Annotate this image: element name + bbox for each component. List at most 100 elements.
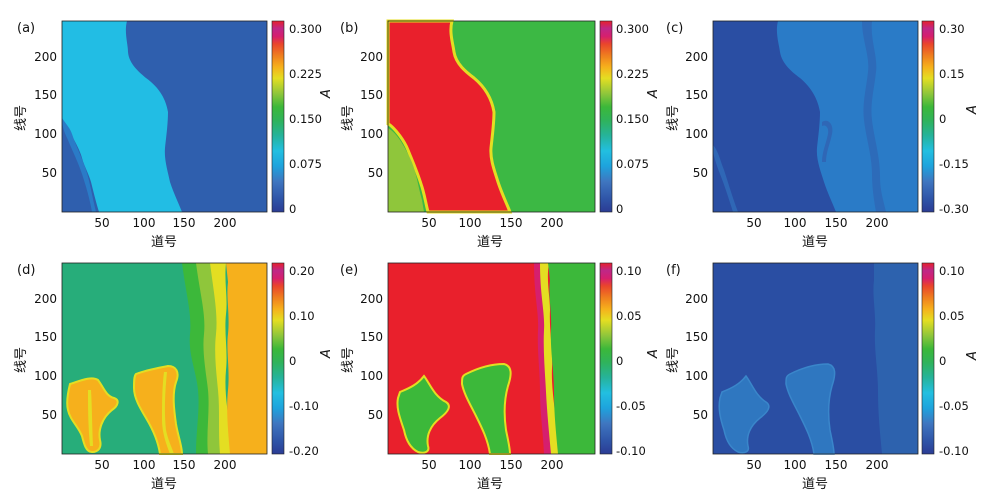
- colorbar-tick-label: -0.20: [289, 444, 319, 458]
- y-tick-label: 200: [360, 292, 383, 306]
- panel-b-label: (b): [340, 21, 358, 36]
- colorbar-tick-label: 0: [939, 354, 946, 368]
- colorbar-tick-label: 0: [289, 202, 296, 216]
- y-tick-label: 200: [685, 292, 708, 306]
- y-tick-label: 200: [685, 50, 708, 64]
- colorbar-tick-label: -0.05: [939, 399, 969, 413]
- panel-b-plot: [386, 19, 596, 214]
- colorbar-tick-label: 0.225: [289, 67, 322, 81]
- y-tick-label: 150: [34, 330, 57, 344]
- panel-a-axes: 50 100 150 200 50 100 150 200 道号 线号: [14, 50, 236, 250]
- panel-f-colorbar: 0.10 0.05 0 -0.05 -0.10 A: [921, 262, 980, 458]
- panel-d-plot: [61, 262, 268, 455]
- colorbar-label: A: [319, 89, 334, 99]
- x-tick-label: 150: [173, 216, 196, 230]
- colorbar-tick-label: 0.150: [289, 112, 322, 126]
- panel-d-axes: 50 100 150 200 50 100 150 200 道号 线号: [14, 292, 236, 492]
- panel-d-blob-right: [132, 364, 184, 455]
- x-tick-label: 100: [784, 216, 807, 230]
- y-tick-label: 50: [368, 166, 383, 180]
- panel-a-label: (a): [17, 21, 35, 36]
- x-tick-label: 150: [500, 216, 523, 230]
- y-tick-label: 50: [368, 408, 383, 422]
- y-tick-label: 200: [34, 50, 57, 64]
- panel-f-right-band: [873, 263, 918, 454]
- colorbar-tick-label: 0.150: [616, 112, 649, 126]
- panel-e-green-band: [548, 263, 595, 454]
- y-tick-label: 100: [685, 369, 708, 383]
- y-tick-label: 150: [360, 88, 383, 102]
- colorbar-label: A: [965, 105, 980, 115]
- panel-d: (d) 50 100 150 200 50 100 150 200 道号 线号: [14, 262, 334, 492]
- x-tick-label: 150: [825, 216, 848, 230]
- colorbar-tick-label: -0.15: [939, 157, 969, 171]
- x-tick-label: 100: [459, 458, 482, 472]
- y-axis-label: 线号: [341, 105, 356, 131]
- y-tick-label: 150: [34, 88, 57, 102]
- x-tick-label: 200: [866, 458, 889, 472]
- x-axis-label: 道号: [151, 235, 177, 250]
- panel-e-plot: [387, 262, 596, 455]
- colorbar-tick-label: -0.30: [939, 202, 969, 216]
- panel-f-blob-right: [785, 363, 836, 455]
- y-tick-label: 150: [360, 330, 383, 344]
- colorbar-tick-label: 0: [616, 354, 623, 368]
- colorbar-tick-label: -0.05: [616, 399, 646, 413]
- y-tick-label: 200: [360, 50, 383, 64]
- panel-f-blob-left: [718, 374, 770, 454]
- x-tick-label: 100: [459, 216, 482, 230]
- x-tick-label: 50: [421, 458, 436, 472]
- panel-c-axes: 50 100 150 200 50 100 150 200 道号 线号: [666, 50, 888, 250]
- y-tick-label: 50: [42, 166, 57, 180]
- x-tick-label: 150: [500, 458, 523, 472]
- colorbar-tick-label: 0.075: [289, 157, 322, 171]
- panel-d-blob-left: [66, 377, 119, 454]
- y-axis-label: 线号: [666, 347, 681, 373]
- colorbar-tick-label: 0.075: [616, 157, 649, 171]
- panel-b: (b) 50 100 150 200 50 100 150 200 道号 线号 …: [340, 19, 661, 250]
- colorbar-label: A: [319, 349, 334, 359]
- colorbar-tick-label: 0.300: [616, 22, 649, 36]
- x-tick-label: 50: [746, 458, 761, 472]
- colorbar-tick-label: 0.30: [939, 22, 965, 36]
- colorbar-label: A: [646, 349, 661, 359]
- panel-e-axes: 50 100 150 200 50 100 150 200 道号 线号: [341, 292, 563, 492]
- colorbar-tick-label: 0: [289, 354, 296, 368]
- panel-c-plot: [712, 20, 919, 213]
- y-axis-label: 线号: [666, 105, 681, 131]
- panel-d-label: (d): [17, 263, 35, 278]
- y-tick-label: 200: [34, 292, 57, 306]
- colorbar-tick-label: 0.300: [289, 22, 322, 36]
- panel-f-plot: [712, 262, 919, 455]
- panel-d-colorbar: 0.20 0.10 0 -0.10 -0.20 A: [271, 262, 334, 458]
- x-tick-label: 150: [825, 458, 848, 472]
- x-tick-label: 200: [214, 216, 237, 230]
- y-tick-label: 100: [360, 369, 383, 383]
- x-axis-label: 道号: [802, 235, 828, 250]
- x-axis-label: 道号: [802, 477, 828, 492]
- x-tick-label: 200: [214, 458, 237, 472]
- panel-f: (f) 50 100 150 200 50 100 150 200 道号 线号 …: [666, 262, 980, 492]
- panel-a: (a) 50 100 150 200 50 100 150 200 道号 线号 …: [14, 20, 334, 250]
- y-tick-label: 100: [34, 369, 57, 383]
- colorbar-label: A: [646, 89, 661, 99]
- colorbar-tick-label: 0.15: [939, 67, 965, 81]
- panel-b-axes: 50 100 150 200 50 100 150 200 道号 线号: [341, 50, 563, 250]
- panel-d-orange-band: [226, 263, 267, 454]
- panel-e-colorbar: 0.10 0.05 0 -0.05 -0.10 A: [599, 262, 661, 458]
- colorbar-tick-label: 0.10: [289, 309, 315, 323]
- x-tick-label: 50: [421, 216, 436, 230]
- x-tick-label: 100: [784, 458, 807, 472]
- y-tick-label: 150: [685, 330, 708, 344]
- colorbar-tick-label: 0.05: [616, 309, 642, 323]
- colorbar-label: A: [965, 351, 980, 361]
- panel-c-label: (c): [666, 21, 683, 36]
- x-axis-label: 道号: [477, 235, 503, 250]
- colorbar-tick-label: 0.10: [939, 264, 965, 278]
- y-axis-label: 线号: [14, 347, 29, 373]
- y-tick-label: 50: [693, 166, 708, 180]
- colorbar-tick-label: -0.10: [616, 444, 646, 458]
- panel-e: (e) 50 100 150 200 50 100 150 200 道号 线号 …: [340, 262, 661, 492]
- y-axis-label: 线号: [341, 347, 356, 373]
- colorbar-tick-label: 0.225: [616, 67, 649, 81]
